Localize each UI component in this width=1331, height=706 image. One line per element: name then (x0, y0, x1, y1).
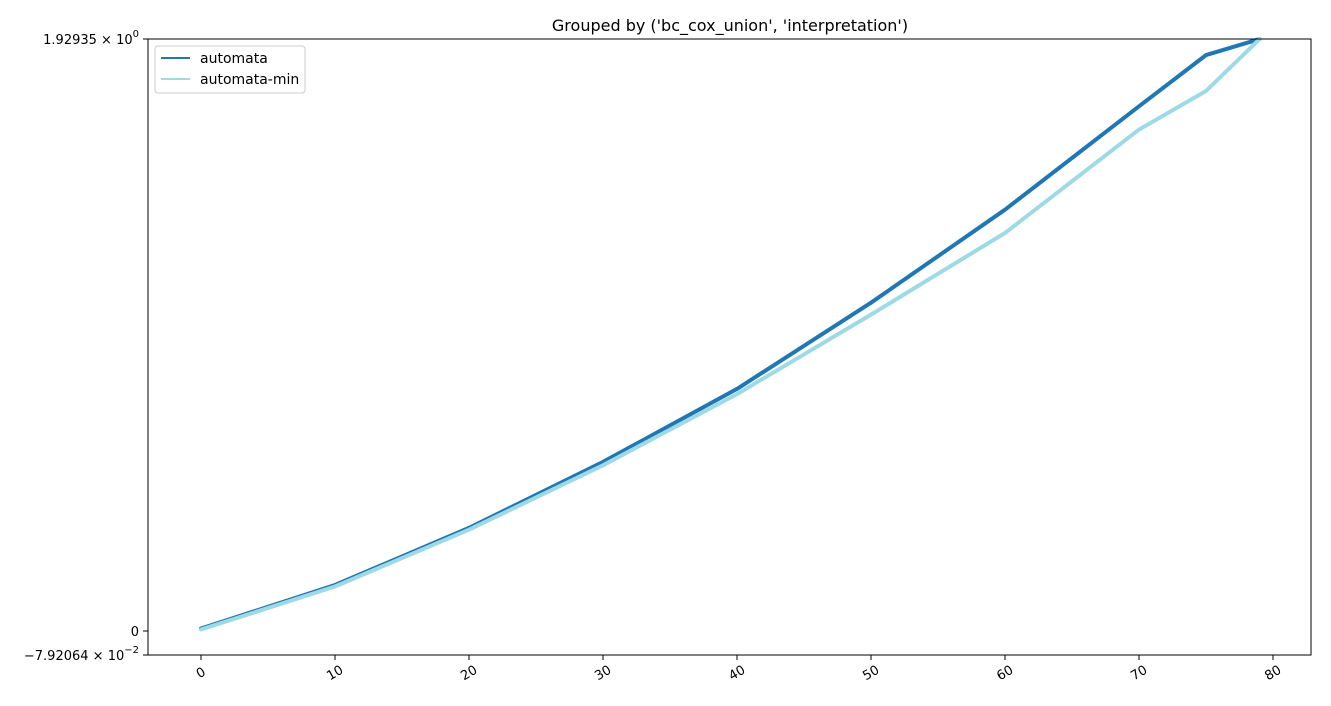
x-tick-label: 70 (1128, 663, 1150, 684)
legend-label-automata-min: automata-min (200, 72, 299, 88)
x-tick-label: 60 (994, 663, 1016, 684)
legend-label-automata: automata (200, 51, 268, 67)
series-line-automata-min (199, 37, 1262, 632)
x-tick-label: 40 (726, 663, 748, 684)
series-layer (199, 37, 1262, 632)
chart-title: Grouped by ('bc_cox_union', 'interpretat… (552, 16, 908, 36)
y-axis: 1.92935 × 100 0 −7.92064 × 10−2 (24, 29, 148, 664)
y-tick-label: 0 (131, 625, 139, 640)
y-tick-label: −7.92064 × 10−2 (24, 645, 139, 664)
plot-frame (147, 38, 1312, 656)
x-tick-label: 30 (592, 663, 614, 684)
y-tick-label: 1.92935 × 100 (43, 29, 139, 48)
x-tick-label: 50 (860, 663, 882, 684)
x-tick-label: 20 (458, 663, 480, 684)
legend-box (154, 45, 306, 94)
legend: automata automata-min (154, 45, 306, 94)
x-tick-label: 10 (324, 663, 346, 684)
x-tick-label: 80 (1262, 663, 1284, 684)
